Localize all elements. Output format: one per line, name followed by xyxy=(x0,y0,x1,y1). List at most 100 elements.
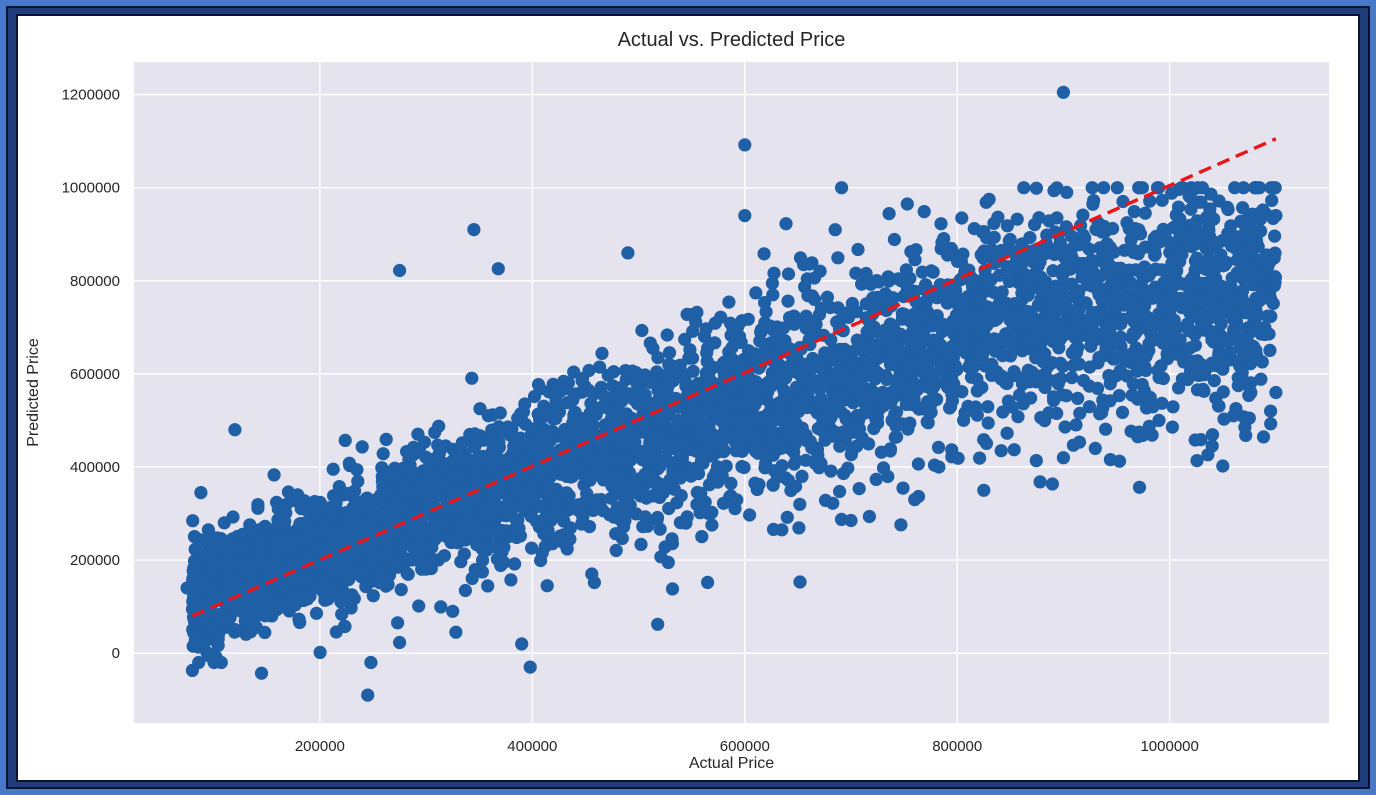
scatter-point xyxy=(919,278,933,292)
scatter-point xyxy=(593,468,607,483)
scatter-point xyxy=(1261,309,1275,323)
scatter-point xyxy=(650,510,665,525)
scatter-point xyxy=(434,600,448,614)
scatter-point xyxy=(1191,368,1205,382)
scatter-point xyxy=(1042,373,1056,387)
scatter-point xyxy=(806,351,820,366)
scatter-point xyxy=(346,552,360,566)
scatter-point xyxy=(1052,341,1066,355)
scatter-point xyxy=(1269,209,1283,223)
scatter-point xyxy=(1218,333,1232,347)
scatter-point xyxy=(1008,297,1022,311)
scatter-point xyxy=(723,316,738,330)
scatter-point xyxy=(702,416,716,430)
scatter-point xyxy=(981,336,995,350)
scatter-point xyxy=(561,433,575,447)
scatter-point xyxy=(525,541,539,555)
scatter-point xyxy=(578,495,592,509)
scatter-point xyxy=(565,457,579,471)
scatter-point xyxy=(278,514,292,528)
scatter-point xyxy=(1034,270,1048,284)
scatter-point xyxy=(781,267,796,281)
scatter-point xyxy=(553,384,567,398)
scatter-point xyxy=(1250,322,1264,337)
scatter-point xyxy=(686,364,700,378)
scatter-point xyxy=(862,509,877,524)
scatter-point xyxy=(1263,343,1277,357)
scatter-point xyxy=(397,534,411,549)
scatter-point xyxy=(883,317,898,331)
scatter-point xyxy=(469,437,483,451)
scatter-point xyxy=(1123,347,1138,362)
scatter-point xyxy=(896,481,910,495)
scatter-point xyxy=(1165,420,1179,434)
scatter-point xyxy=(760,412,774,426)
scatter-point xyxy=(366,528,380,542)
scatter-point xyxy=(991,210,1005,224)
scatter-point xyxy=(1216,459,1230,473)
scatter-point xyxy=(1072,357,1086,371)
scatter-point xyxy=(659,378,673,392)
scatter-point xyxy=(1054,371,1068,386)
scatter-point xyxy=(795,469,809,483)
scatter-point xyxy=(350,463,364,477)
scatter-point xyxy=(246,527,260,541)
scatter-point xyxy=(860,390,874,404)
scatter-point xyxy=(1115,405,1130,419)
scatter-point xyxy=(201,523,215,537)
scatter-point xyxy=(1207,374,1221,388)
scatter-point xyxy=(1188,338,1202,352)
scatter-point xyxy=(394,583,408,597)
scatter-point xyxy=(944,400,958,414)
scatter-point xyxy=(1212,348,1226,362)
scatter-point xyxy=(1196,382,1210,396)
scatter-point xyxy=(1103,377,1117,391)
scatter-point xyxy=(766,288,780,302)
scatter-point xyxy=(835,181,849,195)
scatter-point xyxy=(634,537,648,552)
scatter-point xyxy=(708,336,722,350)
scatter-point xyxy=(560,486,574,500)
scatter-point xyxy=(1129,263,1143,277)
scatter-point xyxy=(1010,212,1024,226)
scatter-point xyxy=(1045,477,1059,491)
x-tick-label: 800000 xyxy=(932,738,982,755)
scatter-point xyxy=(460,505,474,519)
scatter-point xyxy=(678,372,692,386)
scatter-point xyxy=(1127,205,1141,219)
scatter-point xyxy=(1136,307,1150,321)
scatter-point xyxy=(860,325,874,339)
y-tick-label: 800000 xyxy=(70,273,120,290)
scatter-point xyxy=(413,479,427,493)
scatter-point xyxy=(775,459,789,473)
scatter-point xyxy=(638,467,652,481)
scatter-point xyxy=(778,471,793,485)
scatter-point xyxy=(903,416,917,430)
scatter-point xyxy=(958,330,972,344)
scatter-point xyxy=(1064,229,1079,243)
scatter-point xyxy=(795,421,809,435)
scatter-point xyxy=(587,459,601,473)
scatter-point xyxy=(1269,385,1283,400)
scatter-point xyxy=(1087,306,1101,320)
scatter-point xyxy=(1225,271,1239,285)
scatter-point xyxy=(766,477,780,492)
scatter-point xyxy=(684,350,699,365)
scatter-point xyxy=(621,246,635,260)
scatter-point xyxy=(886,291,900,305)
scatter-point xyxy=(695,530,709,544)
x-axis-label: Actual Price xyxy=(689,755,774,772)
scatter-point xyxy=(1267,279,1281,293)
scatter-point xyxy=(853,371,867,385)
scatter-point xyxy=(946,290,960,304)
scatter-point xyxy=(1077,237,1091,251)
scatter-point xyxy=(185,663,199,678)
scatter-point xyxy=(1152,307,1166,321)
scatter-point xyxy=(828,223,842,237)
scatter-point xyxy=(249,590,263,605)
scatter-point xyxy=(557,528,571,542)
scatter-point xyxy=(1103,453,1117,467)
scatter-point xyxy=(933,364,947,378)
scatter-point xyxy=(1100,248,1114,262)
scatter-point xyxy=(386,469,400,483)
